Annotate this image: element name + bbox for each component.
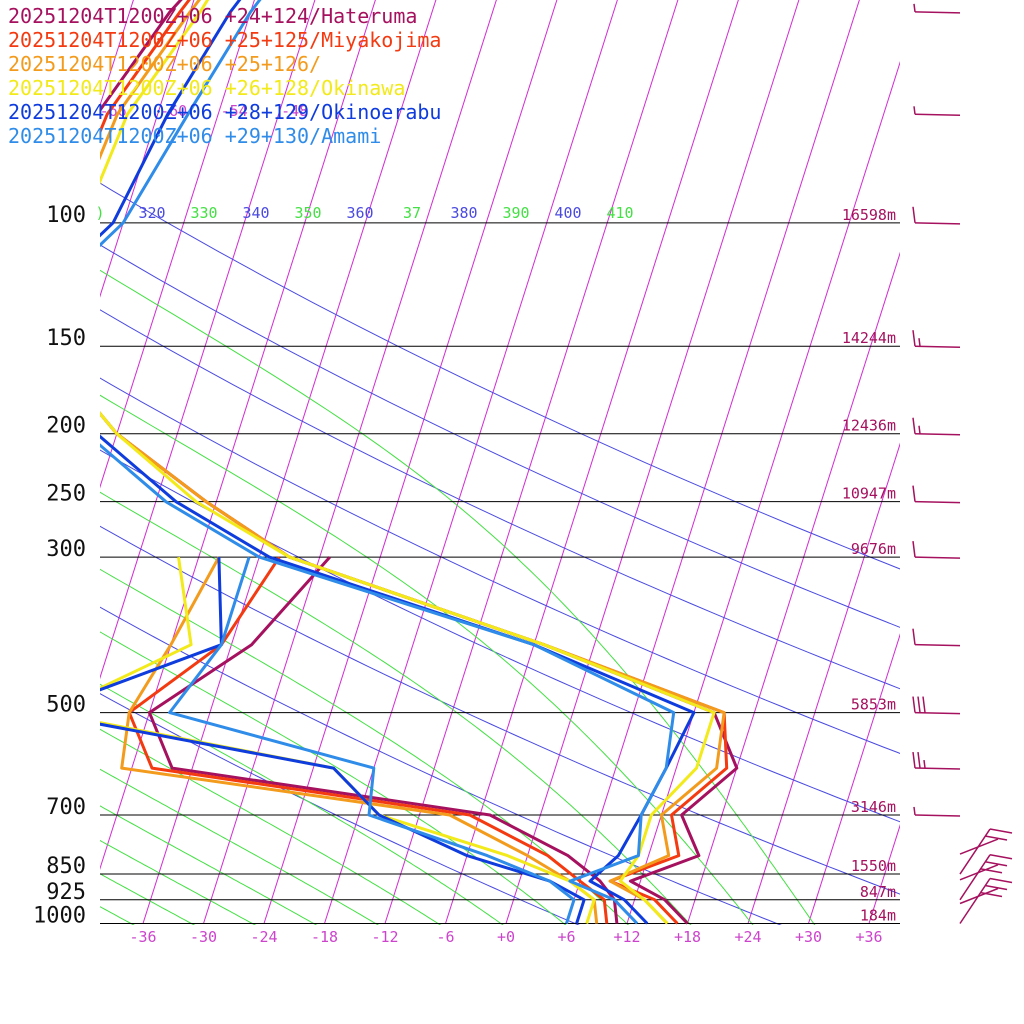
- wind-barb: [912, 541, 961, 559]
- wind-barb: [912, 206, 961, 225]
- dry-adiabat-line: [100, 244, 900, 628]
- isotherm-line: [808, 633, 900, 924]
- wind-barb: [912, 696, 961, 715]
- pressure-label: 500: [46, 693, 86, 718]
- legend-entry: 20251204T1200Z+06 +29+130/Amami: [8, 124, 381, 148]
- theta-label: 330: [190, 204, 217, 222]
- height-label: 847m: [860, 883, 896, 901]
- height-label: 3146m: [851, 798, 896, 816]
- theta-label: 320: [138, 204, 165, 222]
- wind-barb: [913, 3, 961, 14]
- moist-adiabat-line: [100, 631, 567, 925]
- height-label: 16598m: [842, 206, 896, 224]
- isobars: [100, 222, 900, 924]
- x-tick-label: -18: [311, 928, 338, 946]
- moist-adiabat-line: [100, 269, 816, 925]
- moist-adiabat-line: [100, 768, 380, 925]
- wind-barb: [959, 877, 1013, 924]
- moist-adiabat-line: [100, 873, 196, 925]
- theta-label: 360: [346, 204, 373, 222]
- sounding-profiles: [100, 0, 739, 925]
- wind-barbs: [912, 3, 1013, 924]
- x-tick-label: -36: [129, 928, 156, 946]
- moist-adiabat-line: [100, 394, 754, 925]
- x-tick-label: +36: [855, 928, 882, 946]
- pressure-label: 250: [46, 482, 86, 507]
- dry-adiabat-line: [100, 182, 900, 570]
- x-tick-label: -12: [371, 928, 398, 946]
- theta-label: 390: [502, 204, 529, 222]
- temperature-profile-line: [100, 0, 716, 925]
- pressure-label: 700: [46, 795, 86, 820]
- isotherm-line: [100, 0, 195, 298]
- theta-label: 340: [242, 204, 269, 222]
- dry-adiabat-line: [100, 377, 900, 754]
- pressure-label: 200: [46, 414, 86, 439]
- x-tick-label: +0: [497, 928, 515, 946]
- theta-label: 410: [606, 204, 633, 222]
- theta-label: 37: [403, 204, 421, 222]
- wind-barb: [912, 751, 961, 770]
- theta-label: 350: [294, 204, 321, 222]
- legend-entry: 20251204T1200Z+06 +24+124/Hateruma: [8, 4, 417, 28]
- dewpoint-profile-line: [147, 556, 619, 924]
- wind-barb: [913, 106, 961, 117]
- theta-label: 380: [450, 204, 477, 222]
- moist-adiabat-line: [100, 491, 692, 925]
- legend-entry: 20251204T1200Z+06 +26+128/Okinawa: [8, 76, 405, 100]
- height-label: 5853m: [851, 696, 896, 714]
- moist-adiabat-line: [100, 805, 318, 925]
- x-tick-label: -6: [436, 928, 454, 946]
- height-label: 12436m: [842, 417, 896, 435]
- dry-adiabat-line: [100, 309, 900, 690]
- legend-entry: 20251204T1200Z+06 +25+125/Miyakojima: [8, 28, 441, 52]
- temperature-profile-line: [100, 0, 676, 925]
- upper-isotherm-label: -54: [221, 102, 248, 120]
- height-label: 9676m: [851, 540, 896, 558]
- x-tick-label: -24: [250, 928, 277, 946]
- upper-isotherm-label: -48: [281, 102, 308, 120]
- pressure-label: 100: [46, 203, 86, 228]
- wind-barb: [959, 828, 1013, 875]
- wind-barb: [913, 806, 961, 817]
- theta-label: 400: [554, 204, 581, 222]
- height-label: 10947m: [842, 485, 896, 503]
- wind-barb: [912, 485, 961, 504]
- pressure-label: 850: [46, 854, 86, 879]
- pressure-label: 1000: [33, 904, 86, 929]
- wind-barb: [912, 628, 961, 647]
- x-tick-label: +12: [613, 928, 640, 946]
- wind-barb: [959, 854, 1013, 901]
- theta-label: ): [95, 204, 104, 222]
- pressure-label: 925: [46, 880, 86, 905]
- moist-adiabat-line: [100, 683, 504, 925]
- dry-adiabat-line: [100, 606, 782, 925]
- legend-entry: 20251204T1200Z+06 +28+129/Okinoerabu: [8, 100, 441, 124]
- height-label: 184m: [860, 907, 896, 925]
- temperature-profile-line: [100, 0, 696, 925]
- wind-barb: [912, 417, 961, 436]
- dewpoint-profile-line: [100, 557, 586, 924]
- axis-labels: 100 16598m 150 14244m 200 12436m 250 10947m 300 9…: [33, 102, 896, 946]
- height-label: 14244m: [842, 329, 896, 347]
- height-label: 1550m: [851, 857, 896, 875]
- x-tick-label: +24: [734, 928, 761, 946]
- legend-entry: 20251204T1200Z+06 +25+126/: [8, 52, 321, 76]
- dewpoint-profile-line: [168, 556, 576, 924]
- legend: 20251204T1200Z+06 +24+124/Hateruma202512…: [8, 4, 441, 148]
- pressure-label: 150: [46, 326, 86, 351]
- x-tick-label: -30: [190, 928, 217, 946]
- x-tick-label: +18: [674, 928, 701, 946]
- x-tick-label: +30: [795, 928, 822, 946]
- dry-adiabat-line: [100, 525, 900, 895]
- isotherm-line: [747, 442, 900, 924]
- moist-adiabat-line: [100, 839, 257, 925]
- pressure-label: 300: [46, 537, 86, 562]
- wind-barb: [912, 330, 961, 348]
- x-tick-label: +6: [557, 928, 575, 946]
